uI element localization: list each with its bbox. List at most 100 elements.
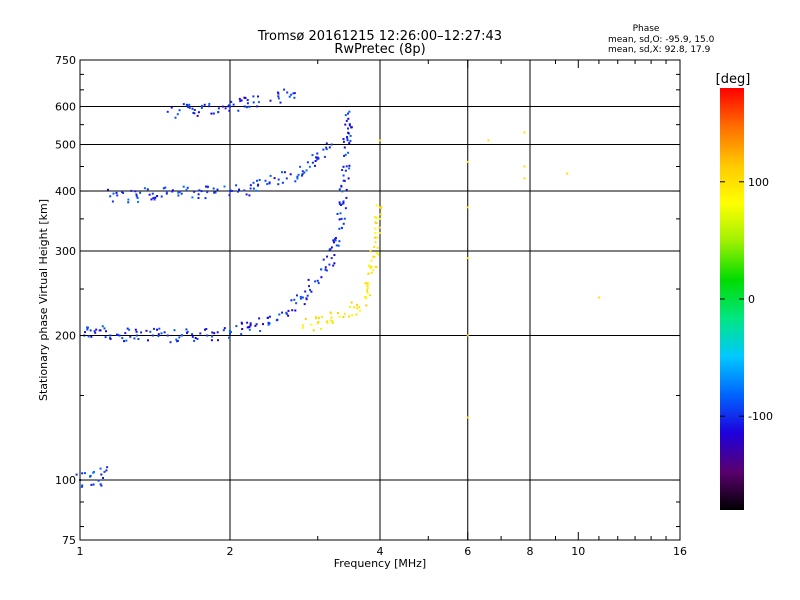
- y-tick-label: 750: [55, 54, 76, 67]
- echo-point: [293, 96, 296, 99]
- echo-point: [98, 329, 101, 332]
- echo-point: [340, 204, 343, 206]
- echo-point: [343, 146, 346, 149]
- echo-point: [348, 124, 351, 127]
- echo-point: [212, 112, 215, 115]
- echo-point: [277, 95, 280, 98]
- echo-point: [246, 326, 249, 329]
- echo-point: [267, 316, 269, 319]
- echo-point: [246, 99, 249, 101]
- echo-point: [281, 311, 284, 314]
- echo-point: [378, 232, 381, 234]
- echo-point: [341, 202, 344, 205]
- echo-point: [293, 298, 296, 301]
- echo-point: [109, 334, 112, 337]
- echo-point: [343, 312, 346, 315]
- echo-point: [264, 179, 267, 182]
- echo-point: [345, 188, 348, 191]
- echo-point: [277, 183, 280, 186]
- y-tick-label: 400: [55, 185, 76, 198]
- echo-point: [237, 190, 239, 193]
- echo-point: [344, 123, 347, 126]
- echo-point: [206, 191, 209, 194]
- echo-point: [330, 143, 333, 146]
- echo-point: [281, 181, 284, 184]
- echo-point: [375, 204, 378, 207]
- echo-point: [102, 477, 104, 479]
- echo-point: [81, 484, 84, 487]
- echo-point: [269, 315, 271, 318]
- echo-point: [328, 263, 331, 266]
- x-tick-label: 6: [464, 545, 471, 558]
- echo-point: [281, 171, 283, 174]
- echo-point: [206, 185, 209, 188]
- echo-point: [124, 332, 127, 335]
- echo-point: [466, 416, 469, 419]
- echo-point: [228, 336, 231, 339]
- echo-point: [315, 156, 318, 159]
- echo-point: [126, 327, 129, 330]
- echo-point: [322, 148, 325, 151]
- echo-point: [279, 101, 282, 104]
- echo-point: [314, 317, 317, 320]
- echo-point: [317, 282, 320, 285]
- echo-point: [316, 322, 319, 325]
- echo-point: [153, 327, 155, 330]
- echo-point: [217, 107, 220, 110]
- echo-point: [340, 217, 343, 220]
- echo-point: [84, 472, 86, 475]
- echo-point: [332, 264, 335, 267]
- echo-point: [109, 337, 112, 340]
- echo-point: [171, 190, 174, 193]
- echo-point: [326, 321, 329, 324]
- echo-point: [238, 97, 241, 100]
- echo-point: [174, 116, 177, 119]
- echo-point: [307, 278, 310, 281]
- echo-point: [269, 99, 272, 102]
- echo-point: [373, 255, 376, 258]
- echo-point: [107, 188, 109, 191]
- phase-heading: Phase: [633, 24, 660, 34]
- echo-point: [316, 279, 319, 282]
- echo-point: [211, 335, 213, 338]
- echo-point: [325, 148, 328, 151]
- echo-point: [133, 337, 136, 340]
- echo-point: [330, 246, 333, 249]
- echo-point: [165, 190, 168, 193]
- echo-point: [146, 188, 149, 191]
- echo-point: [293, 92, 296, 95]
- echo-point: [191, 333, 194, 336]
- echo-point: [378, 217, 381, 220]
- echo-point: [342, 316, 345, 318]
- echo-point: [320, 327, 322, 330]
- echo-point: [374, 216, 377, 219]
- echo-point: [235, 325, 238, 328]
- echo-point: [245, 106, 248, 109]
- echo-point: [331, 320, 334, 323]
- echo-point: [186, 186, 189, 189]
- echo-point: [90, 483, 93, 486]
- echo-point: [311, 154, 314, 157]
- echo-point: [213, 332, 216, 335]
- echo-point: [216, 331, 219, 334]
- echo-point: [227, 105, 230, 108]
- echo-point: [290, 93, 293, 96]
- echo-point: [185, 328, 188, 331]
- echo-point: [344, 169, 347, 172]
- echo-point: [255, 189, 258, 192]
- echo-point: [213, 191, 216, 194]
- echo-point: [338, 227, 341, 230]
- echo-point: [299, 297, 302, 300]
- echo-point: [356, 307, 359, 310]
- echo-point: [333, 262, 336, 265]
- echo-point: [317, 317, 320, 319]
- echo-point: [256, 184, 259, 187]
- echo-point: [229, 105, 231, 108]
- echo-point: [330, 316, 333, 319]
- echo-point: [194, 337, 197, 339]
- echo-point: [349, 140, 352, 142]
- axis-ticks: 1 2 4 6 8 10 16 75 100 200 300 400 500 600 750: [55, 54, 687, 558]
- echo-point: [80, 485, 83, 488]
- echo-point: [372, 269, 375, 272]
- echo-point: [296, 294, 298, 297]
